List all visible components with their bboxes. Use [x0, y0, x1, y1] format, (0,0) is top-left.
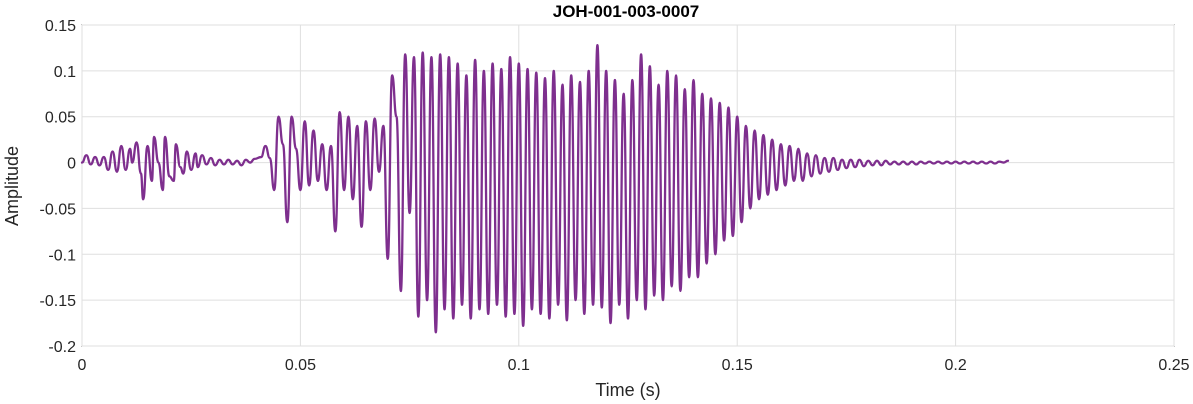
x-tick-label: 0.2	[944, 357, 966, 374]
y-axis-label: Amplitude	[2, 146, 22, 226]
x-tick-label: 0	[78, 357, 87, 374]
y-tick-label: 0.1	[54, 64, 76, 81]
y-tick-label: -0.05	[40, 201, 77, 218]
amplitude-series-line	[80, 44, 1010, 334]
y-tick-label: 0.15	[45, 18, 76, 35]
y-grid	[82, 24, 1174, 347]
x-axis-tick-labels: 0 0.05 0.1 0.15 0.2 0.25	[78, 357, 1190, 374]
x-tick-label: 0.25	[1158, 357, 1189, 374]
y-tick-label: 0	[67, 156, 76, 173]
x-tick-label: 0.1	[508, 357, 530, 374]
y-tick-label: -0.15	[40, 293, 77, 310]
chart-title: JOH-001-003-0007	[553, 2, 699, 21]
y-tick-label: 0.05	[45, 110, 76, 127]
x-tick-label: 0.15	[722, 357, 753, 374]
y-tick-label: -0.1	[48, 247, 76, 264]
x-tick-label: 0.05	[285, 357, 316, 374]
x-axis-label: Time (s)	[595, 380, 660, 400]
y-tick-label: -0.2	[48, 339, 76, 356]
y-axis-tick-labels: -0.2 -0.15 -0.1 -0.05 0 0.05 0.1 0.15	[40, 18, 77, 356]
